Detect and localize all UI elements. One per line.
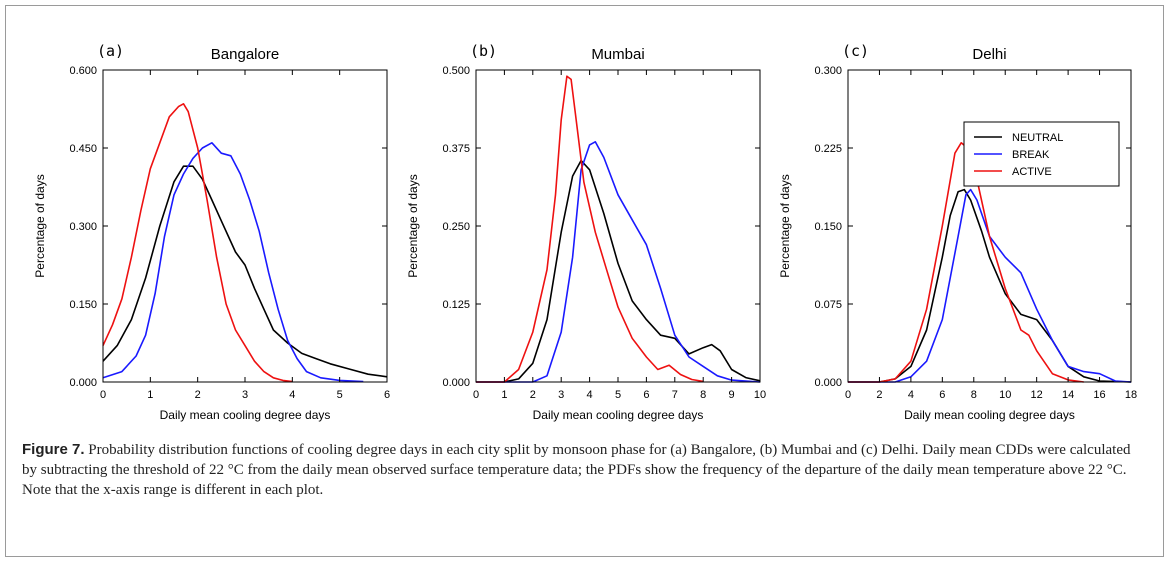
x-tick-label: 0	[845, 389, 851, 401]
panel-label: (b)	[470, 42, 497, 60]
x-tick-label: 4	[587, 389, 593, 401]
x-tick-label: 1	[147, 389, 153, 401]
caption-text: Probability distribution functions of co…	[22, 442, 1131, 498]
y-tick-label: 0.150	[69, 299, 97, 311]
y-tick-label: 0.600	[69, 65, 97, 77]
x-tick-label: 2	[195, 389, 201, 401]
x-tick-label: 2	[530, 389, 536, 401]
x-axis-label: Daily mean cooling degree days	[904, 408, 1075, 422]
legend: NEUTRAL BREAK ACTIVE	[963, 121, 1120, 187]
y-tick-label: 0.125	[442, 299, 470, 311]
x-tick-label: 5	[337, 389, 343, 401]
x-tick-label: 7	[672, 389, 678, 401]
series-line-neutral	[476, 159, 761, 383]
x-tick-label: 10	[999, 389, 1011, 401]
x-tick-label: 6	[939, 389, 945, 401]
y-tick-label: 0.450	[69, 143, 97, 155]
x-tick-label: 9	[729, 389, 735, 401]
chart-title: Mumbai	[591, 46, 644, 63]
x-tick-label: 0	[473, 389, 479, 401]
y-axis-label: Percentage of days	[33, 174, 47, 277]
series-line-active	[102, 103, 293, 383]
y-tick-label: 0.375	[442, 143, 470, 155]
y-tick-label: 0.250	[442, 221, 470, 233]
chart-title: Bangalore	[211, 46, 279, 63]
series-line-break	[848, 188, 1132, 383]
panel-label: (c)	[842, 42, 869, 60]
series-line-neutral	[102, 165, 388, 378]
legend-label-active: ACTIVE	[1012, 166, 1052, 178]
x-tick-label: 8	[700, 389, 706, 401]
x-axis-label: Daily mean cooling degree days	[533, 408, 704, 422]
y-axis-label: Percentage of days	[778, 174, 792, 277]
legend-label-neutral: NEUTRAL	[1012, 132, 1063, 144]
y-tick-label: 0.300	[814, 65, 842, 77]
x-tick-label: 0	[100, 389, 106, 401]
x-tick-label: 5	[615, 389, 621, 401]
series-line-break	[476, 141, 761, 383]
plot-frame	[475, 69, 761, 383]
figure-caption: Figure 7. Probability distribution funct…	[22, 440, 1147, 500]
x-tick-label: 4	[289, 389, 295, 401]
x-axis-label: Daily mean cooling degree days	[160, 408, 331, 422]
x-tick-label: 1	[501, 389, 507, 401]
x-tick-label: 4	[908, 389, 914, 401]
chart-panel-2: 0 2 4 6 8 10 12 14 16 18 0.000 0.075 0.150 0.225 0.300…	[778, 42, 1137, 422]
series-line-neutral	[848, 188, 1132, 383]
y-tick-label: 0.000	[814, 377, 842, 389]
y-tick-label: 0.000	[442, 377, 470, 389]
x-tick-label: 18	[1125, 389, 1137, 401]
panel-label: (a)	[97, 42, 124, 60]
x-tick-label: 2	[876, 389, 882, 401]
y-tick-label: 0.500	[442, 65, 470, 77]
x-tick-label: 8	[971, 389, 977, 401]
x-tick-label: 6	[384, 389, 390, 401]
y-tick-label: 0.225	[814, 143, 842, 155]
chart-title: Delhi	[972, 46, 1006, 63]
caption-label: Figure 7.	[22, 441, 85, 458]
chart-panel-0: 0 1 2 3 4 5 6 0.000 0.150 0.300 0.450 0.600(a) Banga…	[33, 42, 390, 422]
plot-frame	[847, 69, 1132, 383]
figure-frame	[5, 5, 1164, 557]
y-axis-label: Percentage of days	[406, 174, 420, 277]
x-tick-label: 10	[754, 389, 766, 401]
series-line-break	[102, 142, 364, 383]
x-tick-label: 6	[643, 389, 649, 401]
y-tick-label: 0.300	[69, 221, 97, 233]
x-tick-label: 3	[242, 389, 248, 401]
y-tick-label: 0.150	[814, 221, 842, 233]
x-tick-label: 3	[558, 389, 564, 401]
y-tick-label: 0.075	[814, 299, 842, 311]
y-tick-label: 0.000	[69, 377, 97, 389]
series-line-active	[476, 75, 704, 383]
x-tick-label: 14	[1062, 389, 1074, 401]
legend-label-break: BREAK	[1012, 149, 1050, 161]
x-tick-label: 12	[1031, 389, 1043, 401]
chart-panel-1: 0 1 2 3 4 5 6 7 8 9 10 0.000 0.125 0.250 0.375 0.500(b)…	[406, 42, 766, 422]
x-tick-label: 16	[1093, 389, 1105, 401]
